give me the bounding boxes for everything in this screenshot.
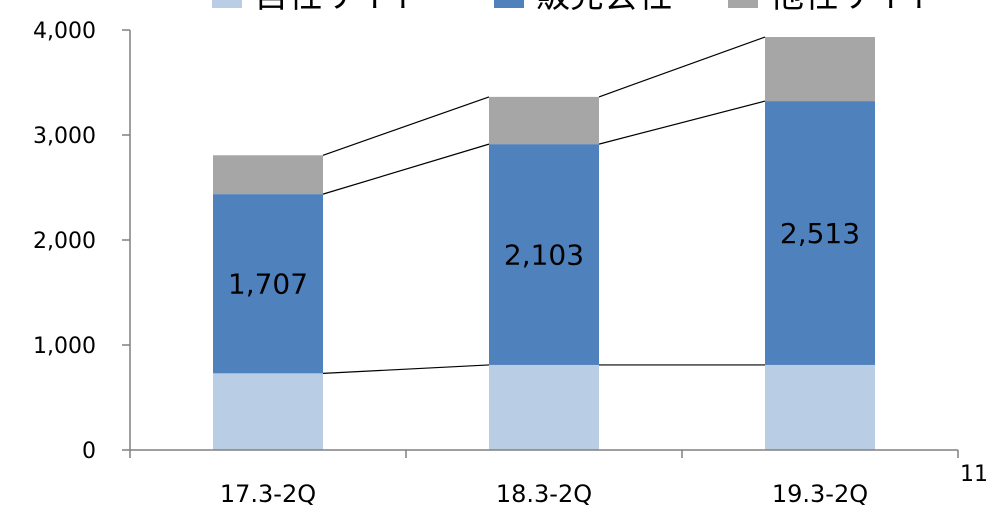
axes-group: 0 1,000 2,000 3,000 4,000 17.3-2Q 18.3-2Q 19.3-… [33, 19, 959, 508]
data-label: 2,103 [504, 239, 584, 272]
y-tick-label: 3,000 [33, 124, 96, 149]
data-labels-group: 1,707 2,103 2,513 [228, 217, 860, 301]
data-label: 2,513 [780, 217, 860, 250]
legend-swatch [212, 0, 242, 8]
bar-segment [489, 96, 599, 145]
bar-segment [489, 144, 599, 365]
x-tick-label: 18.3-2Q [496, 480, 592, 508]
bar-segment [765, 101, 875, 365]
series-connectors [322, 36, 766, 374]
page-number: 11 [960, 462, 988, 487]
x-tick-label: 19.3-2Q [772, 480, 868, 508]
series-connector-line [322, 143, 490, 195]
legend-label: 他社サイト [770, 0, 940, 16]
bar-segment [765, 37, 875, 102]
bars-group [213, 37, 875, 450]
series-connector-line [322, 364, 490, 374]
series-connector-line [598, 100, 766, 145]
data-label: 1,707 [228, 268, 308, 301]
bar-segment [489, 364, 599, 450]
y-tick-label: 2,000 [33, 229, 96, 254]
y-tick-label: 4,000 [33, 19, 96, 44]
legend-swatch [728, 0, 758, 8]
legend-label: 販売会社 [536, 0, 672, 16]
bar-segment [213, 373, 323, 450]
series-connector-line [598, 36, 766, 98]
legend-label: 自社サイト [254, 0, 424, 16]
x-tick-label: 17.3-2Q [220, 480, 316, 508]
bar-segment [213, 194, 323, 374]
y-tick-label: 0 [82, 439, 96, 464]
chart-legend: 自社サイト 販売会社 他社サイト [212, 0, 940, 16]
bar-segment [213, 155, 323, 195]
y-tick-label: 1,000 [33, 334, 96, 359]
series-connector-line [322, 96, 490, 156]
bar-segment [765, 364, 875, 450]
legend-swatch [494, 0, 524, 8]
